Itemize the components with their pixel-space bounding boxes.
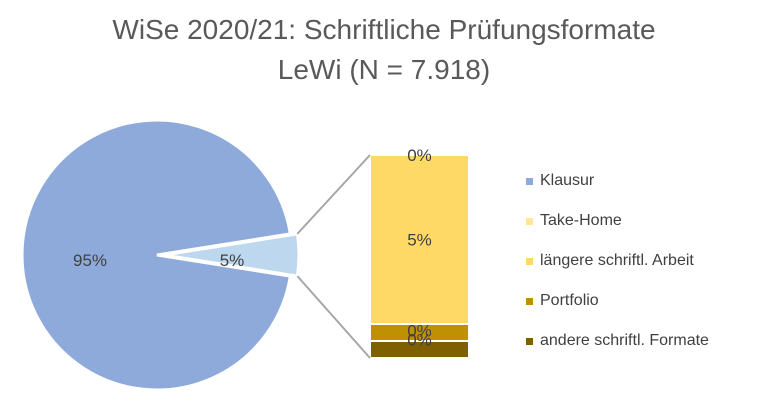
legend-label: Klausur <box>540 172 595 189</box>
pie-slice-other <box>163 232 301 278</box>
legend-label: Portfolio <box>540 292 599 309</box>
connector-line-top <box>296 154 371 235</box>
legend-label: längere schriftl. Arbeit <box>540 252 694 269</box>
legend-swatch <box>526 338 533 345</box>
legend-item-take-home: Take-Home <box>526 212 709 252</box>
chart-legend: Klausur Take-Home längere schriftl. Arbeit… <box>526 172 709 372</box>
pie-slice-klausur <box>20 118 293 392</box>
bar-label-laengere-schriftl-arbeit: 5% <box>407 231 432 250</box>
legend-label: andere schriftl. Formate <box>540 332 709 349</box>
pie-label-klausur: 95% <box>73 251 107 270</box>
bar-label-andere-schriftl-formate: 0% <box>407 331 432 350</box>
chart-title: WiSe 2020/21: Schriftliche Prüfungsforma… <box>0 10 768 90</box>
legend-label: Take-Home <box>540 212 622 229</box>
pie-label-other: 5% <box>220 251 245 270</box>
bar-segment-laengere-schriftl-arbeit <box>369 154 470 325</box>
chart-title-line-1: WiSe 2020/21: Schriftliche Prüfungsforma… <box>112 14 656 45</box>
bar-label-portfolio: 0% <box>407 322 432 341</box>
connector-line-bottom <box>296 275 371 359</box>
bar-label-take-home: 0% <box>407 146 432 165</box>
legend-item-andere-schriftl-formate: andere schriftl. Formate <box>526 332 709 372</box>
chart-title-line-2: LeWi (N = 7.918) <box>277 54 491 85</box>
legend-swatch <box>526 178 533 185</box>
legend-item-klausur: Klausur <box>526 172 709 212</box>
legend-swatch <box>526 258 533 265</box>
legend-swatch <box>526 218 533 225</box>
legend-swatch <box>526 298 533 305</box>
legend-item-portfolio: Portfolio <box>526 292 709 332</box>
bar-segment-andere-schriftl-formate <box>369 340 470 359</box>
legend-item-laengere-schriftl-arbeit: längere schriftl. Arbeit <box>526 252 709 292</box>
